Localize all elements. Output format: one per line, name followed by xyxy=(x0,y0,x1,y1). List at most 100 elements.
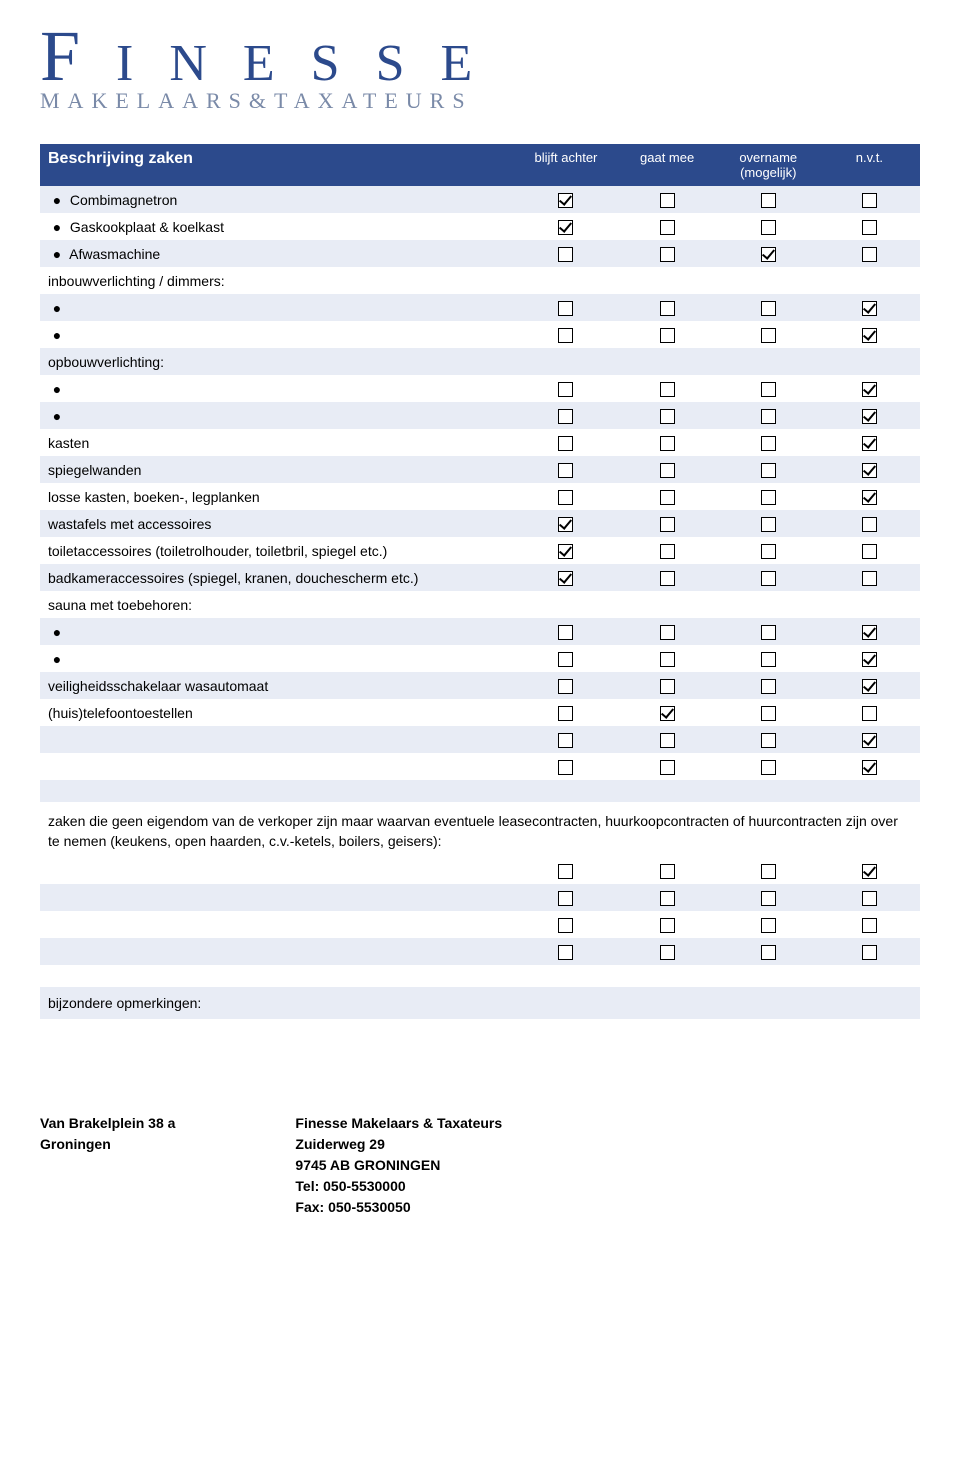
checkbox[interactable] xyxy=(558,706,573,721)
checkbox[interactable] xyxy=(660,945,675,960)
table-row xyxy=(40,753,920,780)
checkbox[interactable] xyxy=(862,247,877,262)
checkbox[interactable] xyxy=(862,436,877,451)
checkbox[interactable] xyxy=(761,733,776,748)
checkbox[interactable] xyxy=(761,328,776,343)
checkbox[interactable] xyxy=(761,463,776,478)
checkbox[interactable] xyxy=(862,733,877,748)
checkbox[interactable] xyxy=(862,760,877,775)
checkbox[interactable] xyxy=(660,328,675,343)
checkbox[interactable] xyxy=(660,490,675,505)
row-label xyxy=(40,726,515,753)
checkbox[interactable] xyxy=(660,652,675,667)
checkbox[interactable] xyxy=(558,436,573,451)
checkbox[interactable] xyxy=(862,706,877,721)
checkbox[interactable] xyxy=(660,544,675,559)
checkbox[interactable] xyxy=(761,864,776,879)
checkbox[interactable] xyxy=(862,382,877,397)
checkbox[interactable] xyxy=(761,625,776,640)
checkbox[interactable] xyxy=(761,193,776,208)
checkbox[interactable] xyxy=(862,571,877,586)
checkbox[interactable] xyxy=(862,625,877,640)
checkbox[interactable] xyxy=(660,382,675,397)
checkbox[interactable] xyxy=(862,409,877,424)
checkbox[interactable] xyxy=(558,193,573,208)
table-row: toiletaccessoires (toiletrolhouder, toil… xyxy=(40,537,920,564)
checkbox[interactable] xyxy=(558,733,573,748)
checkbox[interactable] xyxy=(660,220,675,235)
checkbox[interactable] xyxy=(558,652,573,667)
checkbox[interactable] xyxy=(761,652,776,667)
checkbox[interactable] xyxy=(660,301,675,316)
checkbox[interactable] xyxy=(660,891,675,906)
checkbox[interactable] xyxy=(862,463,877,478)
checkbox[interactable] xyxy=(660,517,675,532)
checkbox[interactable] xyxy=(558,328,573,343)
checkbox[interactable] xyxy=(558,544,573,559)
row-label: ● xyxy=(40,375,515,402)
checkbox[interactable] xyxy=(660,436,675,451)
checkbox[interactable] xyxy=(862,544,877,559)
checkbox[interactable] xyxy=(862,918,877,933)
checkbox[interactable] xyxy=(862,220,877,235)
checkbox[interactable] xyxy=(558,463,573,478)
table-row: ● xyxy=(40,321,920,348)
checkbox[interactable] xyxy=(660,247,675,262)
checkbox[interactable] xyxy=(558,918,573,933)
checkbox[interactable] xyxy=(761,679,776,694)
checkbox[interactable] xyxy=(660,733,675,748)
checkbox[interactable] xyxy=(660,409,675,424)
checkbox[interactable] xyxy=(761,918,776,933)
checkbox[interactable] xyxy=(761,247,776,262)
checkbox[interactable] xyxy=(660,625,675,640)
checkbox[interactable] xyxy=(558,625,573,640)
header-title: Beschrijving zaken xyxy=(40,144,515,186)
checkbox[interactable] xyxy=(558,490,573,505)
checkbox[interactable] xyxy=(660,679,675,694)
checkbox[interactable] xyxy=(862,652,877,667)
checkbox[interactable] xyxy=(660,193,675,208)
checkbox[interactable] xyxy=(558,945,573,960)
checkbox[interactable] xyxy=(558,864,573,879)
checkbox[interactable] xyxy=(558,382,573,397)
checkbox[interactable] xyxy=(558,247,573,262)
checkbox[interactable] xyxy=(862,328,877,343)
checkbox[interactable] xyxy=(660,918,675,933)
checkbox[interactable] xyxy=(558,301,573,316)
checkbox[interactable] xyxy=(558,409,573,424)
checkbox[interactable] xyxy=(862,679,877,694)
checkbox[interactable] xyxy=(558,571,573,586)
checkbox[interactable] xyxy=(761,544,776,559)
checkbox[interactable] xyxy=(761,517,776,532)
checkbox[interactable] xyxy=(862,301,877,316)
checkbox[interactable] xyxy=(862,490,877,505)
checkbox[interactable] xyxy=(761,945,776,960)
checkbox[interactable] xyxy=(761,760,776,775)
checkbox[interactable] xyxy=(660,571,675,586)
checkbox[interactable] xyxy=(761,301,776,316)
checkbox[interactable] xyxy=(761,382,776,397)
checkbox[interactable] xyxy=(862,193,877,208)
checkbox[interactable] xyxy=(660,864,675,879)
checkbox[interactable] xyxy=(761,571,776,586)
checkbox[interactable] xyxy=(660,706,675,721)
checkbox[interactable] xyxy=(761,706,776,721)
checkbox[interactable] xyxy=(761,891,776,906)
checkbox[interactable] xyxy=(761,436,776,451)
checkbox[interactable] xyxy=(862,864,877,879)
checkbox[interactable] xyxy=(862,891,877,906)
checkbox[interactable] xyxy=(558,760,573,775)
checkbox[interactable] xyxy=(558,679,573,694)
checkbox[interactable] xyxy=(558,891,573,906)
row-label: kasten xyxy=(40,429,515,456)
checkbox[interactable] xyxy=(558,220,573,235)
checkbox[interactable] xyxy=(862,945,877,960)
checkbox[interactable] xyxy=(558,517,573,532)
spacer xyxy=(40,780,920,802)
checkbox[interactable] xyxy=(862,517,877,532)
checkbox[interactable] xyxy=(761,490,776,505)
checkbox[interactable] xyxy=(660,760,675,775)
checkbox[interactable] xyxy=(660,463,675,478)
checkbox[interactable] xyxy=(761,220,776,235)
checkbox[interactable] xyxy=(761,409,776,424)
